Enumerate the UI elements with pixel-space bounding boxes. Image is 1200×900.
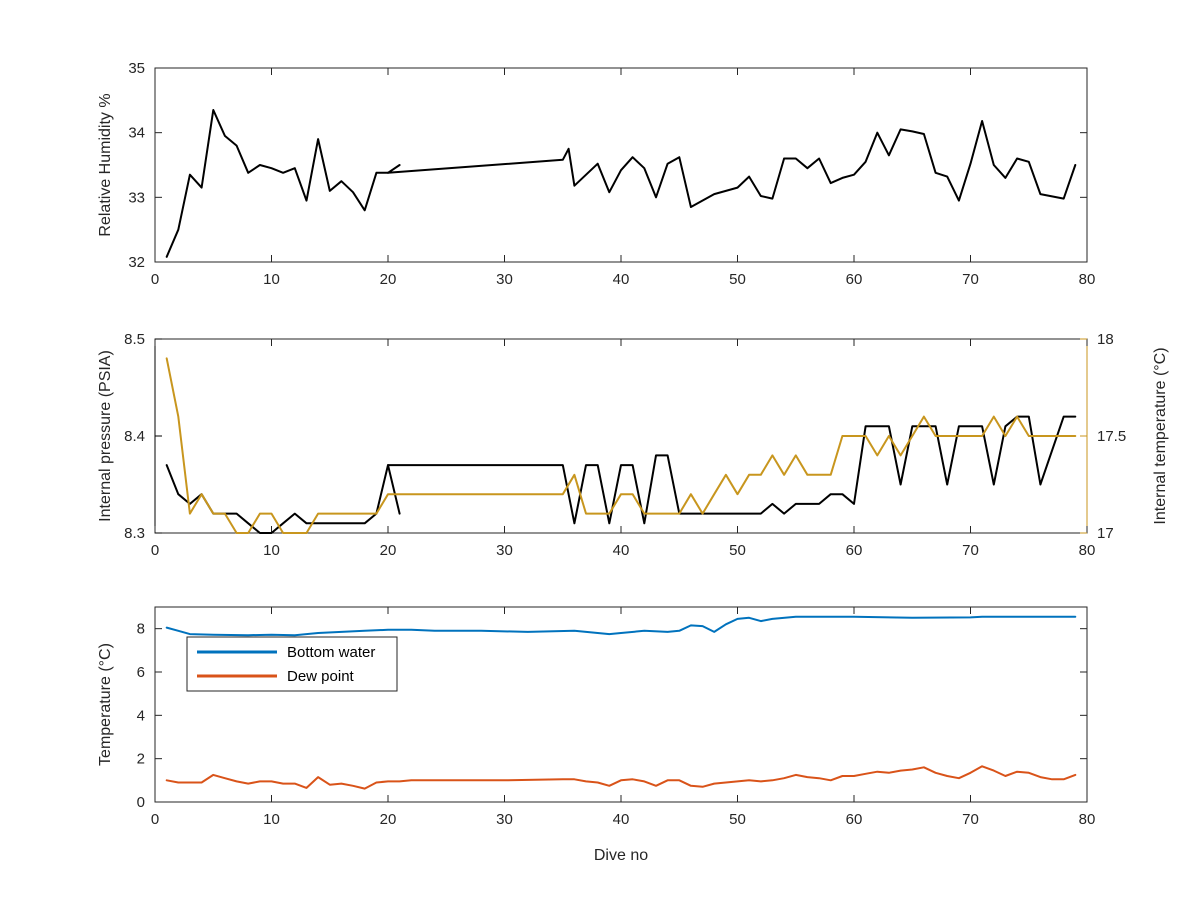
x-tick-label: 70 bbox=[962, 542, 979, 559]
y-right-tick-label: 17 bbox=[1097, 525, 1114, 542]
chart-panel-3: 0 10 20 30 40 50 60 70 80 0 2 4 6 8 Temperature (°C) Di… bbox=[97, 606, 1096, 864]
x-tick-label: 50 bbox=[729, 811, 746, 828]
y-axis-title: Relative Humidity % bbox=[97, 93, 114, 236]
x-tick-label: 30 bbox=[496, 542, 513, 559]
x-tick-label: 0 bbox=[151, 271, 159, 288]
y-right-axis-title: Internal temperature (°C) bbox=[1152, 347, 1169, 524]
bottom-water-line bbox=[165, 615, 1077, 637]
x-tick-label: 80 bbox=[1079, 811, 1096, 828]
x-tick-label: 20 bbox=[380, 811, 397, 828]
x-tick-label: 60 bbox=[846, 542, 863, 559]
y-tick-label: 8 bbox=[137, 621, 145, 638]
y-tick-label: 4 bbox=[137, 707, 145, 724]
x-tick-label: 0 bbox=[151, 811, 159, 828]
series-1-line bbox=[387, 120, 1077, 208]
x-tick-label: 10 bbox=[263, 811, 280, 828]
y-tick-label: 0 bbox=[137, 794, 145, 811]
x-tick-label: 60 bbox=[846, 811, 863, 828]
series-1-line bbox=[165, 464, 401, 534]
x-tick-label: 30 bbox=[496, 271, 513, 288]
legend-label-bottom-water: Bottom water bbox=[287, 644, 375, 661]
y-axis-title: Temperature (°C) bbox=[97, 643, 114, 766]
y-tick-label: 34 bbox=[128, 125, 145, 142]
x-tick-label: 40 bbox=[613, 811, 630, 828]
x-tick-label: 40 bbox=[613, 271, 630, 288]
x-tick-label: 40 bbox=[613, 542, 630, 559]
y-tick-label: 32 bbox=[128, 254, 145, 271]
y-tick-label: 35 bbox=[128, 60, 145, 77]
x-tick-label: 60 bbox=[846, 271, 863, 288]
legend-box bbox=[186, 636, 398, 692]
x-tick-label: 70 bbox=[962, 271, 979, 288]
series-1-line bbox=[387, 415, 1077, 525]
x-tick-label: 30 bbox=[496, 811, 513, 828]
y-tick-label: 8.3 bbox=[124, 525, 145, 542]
legend-label-dew-point: Dew point bbox=[287, 668, 355, 685]
y-axis-title: Internal pressure (PSIA) bbox=[97, 350, 114, 522]
x-tick-label: 20 bbox=[380, 271, 397, 288]
x-tick-label: 10 bbox=[263, 542, 280, 559]
y-right-tick-label: 17.5 bbox=[1097, 428, 1126, 445]
y-tick-label: 33 bbox=[128, 189, 145, 206]
plot-area bbox=[154, 606, 1088, 803]
y-tick-label: 6 bbox=[137, 664, 145, 681]
x-tick-label: 20 bbox=[380, 542, 397, 559]
dew-point-line bbox=[165, 765, 1077, 790]
x-axis-title: Dive no bbox=[594, 847, 648, 864]
x-tick-label: 80 bbox=[1079, 542, 1096, 559]
y-tick-label: 8.4 bbox=[124, 428, 145, 445]
series-2-line bbox=[165, 357, 1077, 534]
chart-panel-1: 0 10 20 30 40 50 60 70 80 32 33 34 35 Relative Humidi… bbox=[97, 60, 1095, 288]
chart-panel-2: 0 10 20 30 40 50 60 70 80 8.3 8.4 8.5 17 17.5 18 Intern… bbox=[97, 331, 1169, 559]
plot-area bbox=[154, 67, 1088, 263]
x-tick-label: 80 bbox=[1079, 271, 1096, 288]
x-tick-label: 70 bbox=[962, 811, 979, 828]
series-1-line bbox=[165, 109, 401, 258]
x-tick-label: 50 bbox=[729, 542, 746, 559]
x-tick-label: 0 bbox=[151, 542, 159, 559]
y-tick-label: 2 bbox=[137, 751, 145, 768]
x-tick-label: 10 bbox=[263, 271, 280, 288]
x-tick-label: 50 bbox=[729, 271, 746, 288]
y-tick-label: 8.5 bbox=[124, 331, 145, 348]
legend: Bottom water Dew point bbox=[186, 636, 398, 692]
y-right-tick-label: 18 bbox=[1097, 331, 1114, 348]
